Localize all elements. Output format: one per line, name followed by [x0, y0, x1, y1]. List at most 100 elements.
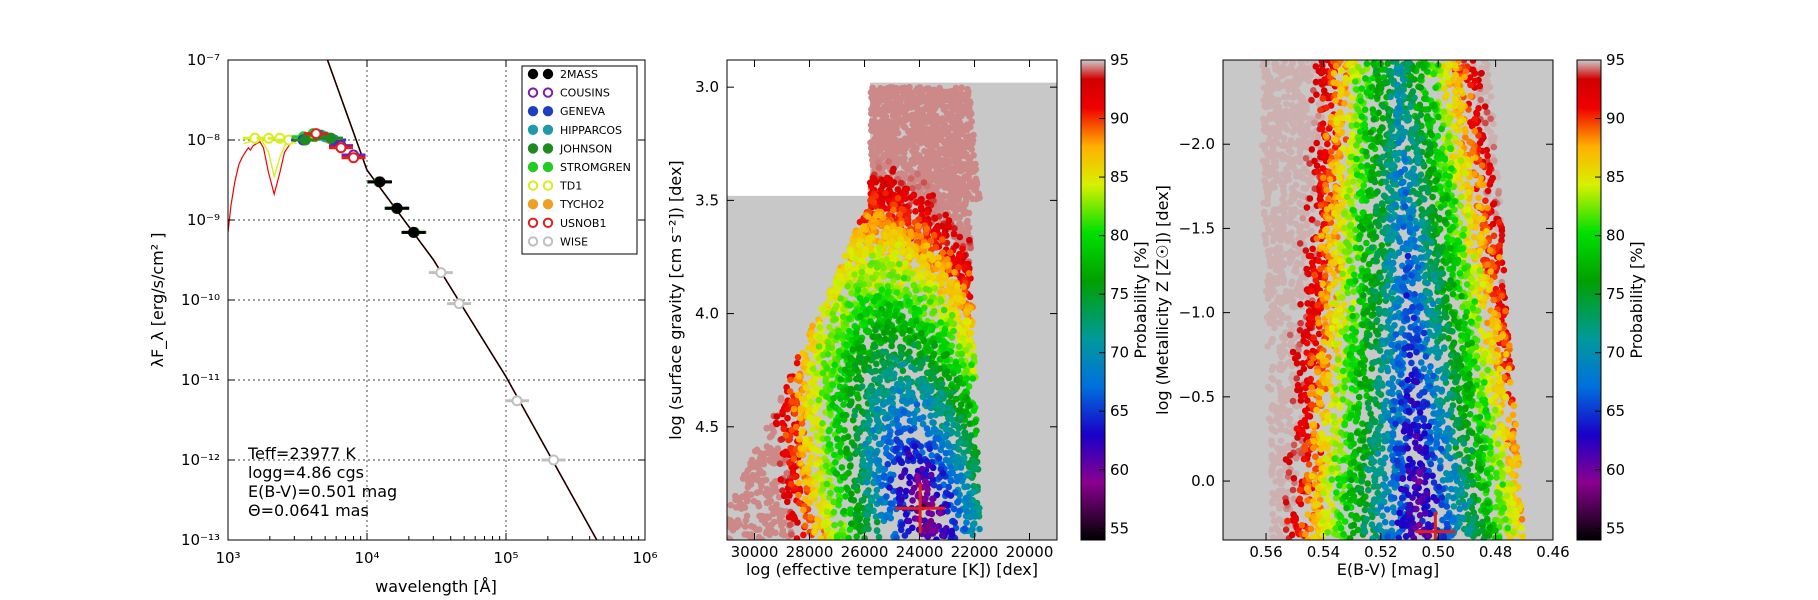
teff-logg-point [875, 457, 883, 465]
teff-logg-point [841, 427, 848, 434]
teff-logg-frame [726, 59, 1058, 541]
teff-logg-point [852, 483, 859, 490]
teff-logg-point [873, 264, 881, 271]
teff-logg-point [894, 273, 902, 281]
teff-logg-point [943, 163, 950, 170]
legend-label-johnson: JOHNSON [559, 142, 612, 155]
teff-logg-point [965, 318, 972, 326]
teff-logg-point [884, 219, 892, 227]
teff-logg-point [835, 492, 843, 500]
teff-logg-point [876, 244, 883, 252]
teff-logg-point [883, 224, 891, 232]
teff-logg-point [942, 94, 950, 102]
teff-logg-point [871, 471, 878, 479]
teff-logg-point [881, 474, 888, 481]
sed-annotation: Teff=23977 K logg=4.86 cgs E(B-V)=0.501 … [247, 444, 397, 520]
teff-logg-point [968, 361, 975, 369]
teff-logg-point [874, 159, 882, 166]
teff-logg-point [963, 375, 971, 382]
teff-logg-point [917, 457, 924, 465]
teff-logg-point [863, 478, 871, 486]
teff-logg-point [873, 360, 880, 368]
teff-logg-point [822, 409, 829, 416]
teff-logg-point [839, 473, 847, 481]
teff-logg-point [741, 531, 748, 538]
teff-logg-point [837, 395, 844, 403]
teff-logg-point [894, 186, 902, 193]
ebv-metallicity-point [1286, 259, 1294, 266]
teff-logg-point [936, 429, 944, 437]
legend-marker-johnson [527, 143, 539, 154]
legend-label-stromgren: STROMGREN [560, 161, 631, 174]
legend-marker-cousins [527, 87, 539, 98]
teff-logg-point [915, 377, 922, 385]
teff-logg-point [864, 503, 872, 511]
teff-logg-point [910, 341, 918, 349]
teff-logg-point [811, 529, 818, 536]
teff-logg-points [727, 84, 983, 540]
teff-logg-point [965, 167, 973, 175]
teff-logg-point [884, 324, 891, 331]
teff-logg-point [846, 454, 854, 462]
teff-logg-point [857, 313, 864, 320]
teff-logg-point [811, 407, 819, 415]
teff-logg-point [768, 504, 775, 512]
teff-logg-point [870, 507, 877, 514]
ebv-metallicity-point [1268, 374, 1275, 382]
teff-logg-point [893, 356, 901, 363]
teff-logg-point [946, 181, 954, 189]
teff-logg-point [949, 456, 956, 463]
teff-logg-ytick-label: 3.0 [695, 78, 719, 96]
phot-point-2mass [391, 202, 403, 214]
teff-logg-point [963, 519, 970, 526]
teff-logg-point [867, 396, 875, 404]
teff-logg-xtick-label: 24000 [896, 543, 944, 561]
teff-logg-point [956, 250, 963, 258]
teff-logg-point [898, 351, 905, 359]
teff-logg-point [747, 481, 755, 488]
ebv-metallicity-points [1259, 60, 1527, 540]
sed-ytick-label: 10⁻¹¹ [181, 371, 220, 389]
teff-logg-point [917, 233, 925, 240]
teff-logg-point [843, 484, 850, 492]
teff-logg-point [918, 359, 926, 366]
teff-logg-point [922, 526, 929, 533]
teff-logg-point [891, 312, 899, 320]
teff-logg-point [943, 525, 950, 532]
teff-logg-point [895, 155, 903, 162]
teff-logg-point [861, 287, 868, 295]
teff-logg-point [937, 410, 945, 417]
teff-logg-point [779, 487, 786, 494]
teff-logg-point [847, 354, 854, 362]
teff-logg-point [799, 451, 807, 459]
teff-logg-point [930, 481, 938, 489]
teff-logg-point [952, 113, 959, 121]
teff-logg-point [797, 459, 804, 467]
teff-logg-point [861, 359, 868, 367]
model-sed-line [326, 60, 598, 540]
teff-logg-point [954, 97, 962, 105]
teff-logg-point [869, 139, 876, 147]
teff-logg-point [943, 432, 950, 439]
teff-logg-point [935, 191, 942, 198]
teff-logg-point [937, 171, 945, 178]
teff-logg-point [925, 462, 932, 469]
teff-logg-point [827, 489, 834, 497]
teff-logg-point [896, 300, 904, 308]
teff-logg-point [898, 473, 905, 481]
teff-logg-point [777, 476, 785, 483]
teff-logg-point [913, 156, 920, 164]
teff-logg-point [802, 436, 810, 443]
legend-label-geneva: GENEVA [560, 105, 605, 118]
teff-logg-point [912, 317, 920, 325]
teff-logg-point [951, 168, 958, 176]
teff-logg-point [923, 355, 930, 362]
teff-logg-point [955, 324, 963, 332]
teff-logg-point [923, 225, 931, 232]
teff-logg-point [859, 299, 866, 307]
teff-logg-point [887, 84, 894, 91]
teff-logg-point [847, 301, 854, 309]
teff-logg-point [951, 225, 958, 232]
teff-logg-point [966, 420, 973, 428]
legend-marker-tycho2 [527, 199, 539, 210]
